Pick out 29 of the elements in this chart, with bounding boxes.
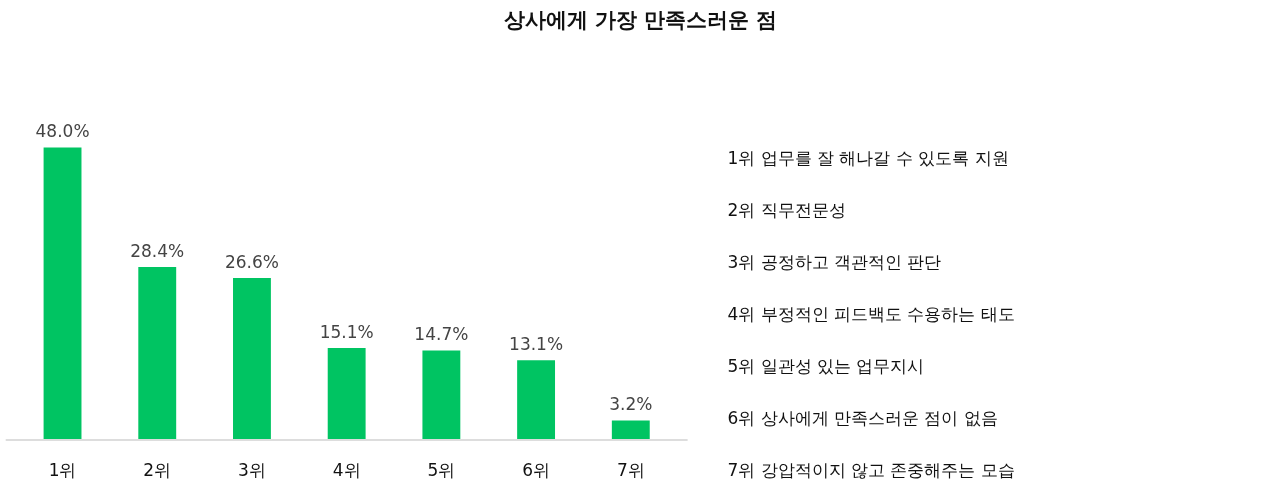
x-tick-label: 7위 xyxy=(616,459,645,480)
data-label: 48.0% xyxy=(35,121,90,142)
data-label: 13.1% xyxy=(509,334,564,355)
text: 7위 강압적이지 않고 존중해주는 모습 xyxy=(727,459,1015,480)
x-tick-label: 3위 xyxy=(238,459,266,480)
x-tick-label: 5위 xyxy=(427,459,456,480)
text: 5위 일관성 있는 업무지시 xyxy=(727,355,925,376)
data-label: 15.1% xyxy=(319,321,374,342)
bar xyxy=(517,360,556,441)
text: 1위 업무를 잘 해나갈 수 있도록 지원 xyxy=(727,147,1009,168)
bar xyxy=(138,266,177,441)
x-tick-label: 2위 xyxy=(143,459,172,480)
data-label: 26.6% xyxy=(224,251,279,272)
text: 4위 부정적인 피드백도 수용하는 태도 xyxy=(727,303,1015,324)
x-tick-label: 6위 xyxy=(522,459,550,480)
text: 6위 상사에게 만족스러운 점이 없음 xyxy=(727,407,998,428)
chart-title: 상사에게 가장 만족스러운 점 xyxy=(503,7,778,32)
x-tick-label: 4위 xyxy=(332,459,361,480)
data-label: 14.7% xyxy=(414,324,469,345)
bar xyxy=(233,277,271,441)
bar xyxy=(422,350,461,441)
bar xyxy=(43,147,82,441)
x-tick-label: 1위 xyxy=(48,459,77,480)
data-label: 3.2% xyxy=(609,394,653,415)
text: 3위 공정하고 객관적인 판단 xyxy=(727,251,942,272)
text: 2위 직무전문성 xyxy=(727,199,846,220)
data-label: 28.4% xyxy=(130,240,185,261)
bar xyxy=(611,420,650,441)
bar xyxy=(327,347,366,441)
